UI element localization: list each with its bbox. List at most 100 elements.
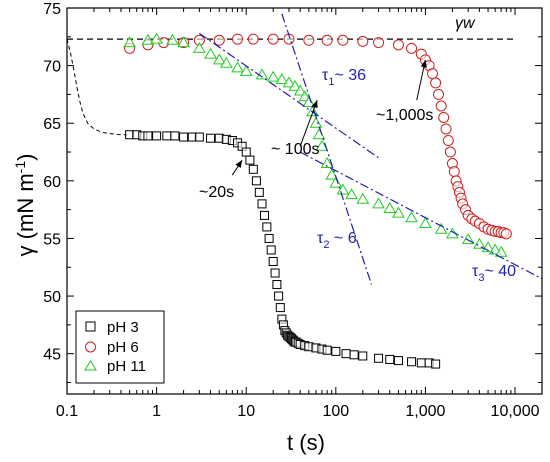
data-point [329, 176, 343, 188]
legend-marker-ph3 [85, 321, 96, 332]
data-point [274, 291, 284, 301]
data-point [446, 227, 459, 239]
data-point [427, 68, 439, 80]
data-point [433, 88, 445, 100]
data-point [143, 131, 153, 141]
data-point [435, 100, 447, 112]
plot-area [67, 13, 542, 369]
data-point [309, 116, 323, 128]
tau1-label: τ1~ 36 [322, 67, 366, 88]
y-tick-label: 75 [43, 1, 61, 18]
data-point [322, 345, 332, 355]
data-point [170, 131, 180, 141]
data-point [194, 132, 204, 142]
x-tick-label: 1 [152, 403, 161, 420]
y-tick-label: 60 [43, 174, 61, 191]
annotation-1000s: ~1,000s [376, 107, 433, 124]
tau2-label: τ2 ~ 6 [317, 230, 357, 251]
annotation-arrow-line [299, 100, 318, 147]
legend-label-ph3: pH 3 [107, 319, 139, 336]
data-point [262, 222, 272, 232]
data-point [212, 53, 226, 65]
data-point [358, 351, 368, 361]
data-point [356, 192, 370, 204]
fit-line-tau1 [199, 32, 379, 159]
data-point [254, 187, 264, 197]
y-tick-label: 70 [43, 59, 61, 76]
data-point [272, 280, 282, 290]
x-tick-label: 10 [237, 403, 255, 420]
data-point [337, 34, 349, 46]
tau3-label: τ3~ 40 [472, 263, 516, 284]
data-point [320, 157, 334, 169]
x-axis-title: t (s) [287, 430, 325, 455]
series-ph6 [124, 33, 512, 240]
data-point [392, 39, 404, 51]
data-point [494, 245, 508, 257]
data-point [247, 33, 259, 45]
data-point [245, 155, 255, 165]
data-point [213, 34, 225, 46]
y-tick-label: 45 [43, 347, 61, 364]
data-point [345, 188, 358, 200]
legend-label-ph11: pH 11 [107, 358, 146, 375]
y-tick-label: 50 [43, 289, 61, 306]
annotation-arrow-head [235, 160, 243, 168]
data-point [179, 132, 189, 142]
data-point [500, 228, 512, 240]
data-point [282, 76, 296, 88]
data-point [349, 350, 359, 360]
data-point [383, 201, 397, 213]
data-point [152, 131, 162, 141]
data-point [385, 354, 395, 364]
data-point [231, 61, 244, 73]
data-point [406, 42, 418, 54]
y-axis-title: γ (mN m-1) [12, 154, 38, 257]
plot-frame [66, 7, 543, 395]
data-point [392, 206, 405, 218]
data-point [219, 56, 233, 68]
fit-line-tau2 [281, 13, 373, 285]
data-point [419, 216, 432, 228]
data-point [407, 357, 417, 367]
data-point [373, 37, 385, 49]
series-ph11 [123, 32, 508, 257]
legend-box [75, 310, 165, 384]
annotation-100s: ~ 100s [271, 141, 319, 158]
data-point [255, 68, 269, 80]
data-point [438, 111, 450, 123]
data-point [275, 72, 289, 84]
data-point [204, 47, 217, 59]
data-point [372, 197, 385, 209]
data-point [430, 77, 442, 89]
data-point [266, 245, 276, 255]
legend-marker-ph6 [85, 341, 96, 353]
data-point [275, 303, 285, 313]
data-point [444, 146, 456, 158]
data-point [325, 168, 339, 180]
data-point [341, 349, 351, 359]
fit-line-tau3 [299, 151, 542, 280]
data-point [162, 131, 172, 141]
data-point [440, 123, 452, 135]
data-point [206, 133, 216, 143]
x-tick-label: 0.1 [56, 403, 78, 420]
data-point [192, 41, 206, 53]
data-point [266, 70, 280, 82]
data-point [267, 33, 279, 45]
data-point [374, 353, 384, 363]
data-point [270, 268, 280, 278]
data-point [241, 147, 251, 157]
data-point [166, 33, 179, 45]
data-point [434, 222, 448, 234]
data-point [357, 35, 369, 47]
x-tick-label: 1,000 [405, 403, 445, 420]
data-point [416, 358, 426, 368]
data-point [257, 199, 267, 209]
annotation-20s: ~20s [199, 184, 234, 201]
data-point [268, 256, 278, 266]
legend-label-ph6: pH 6 [107, 339, 139, 356]
x-tick-label: 100 [322, 403, 349, 420]
legend: pH 3 pH 6 pH 11 [75, 310, 165, 384]
